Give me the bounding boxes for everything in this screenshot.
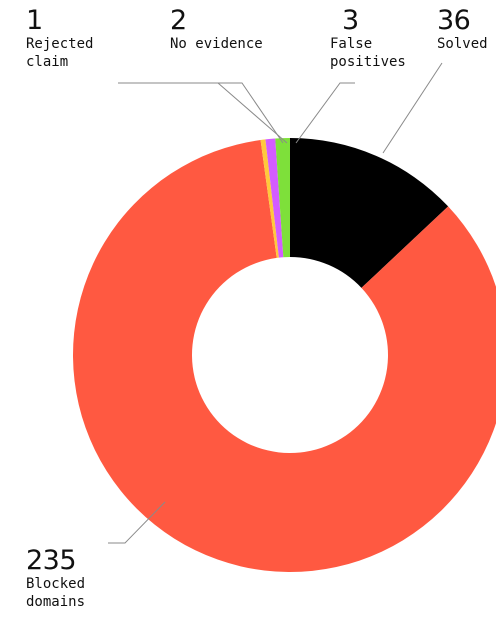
leader-rejected-claim	[118, 82, 284, 144]
leader-no-evidence	[181, 82, 288, 144]
slice-false-positives	[275, 138, 290, 258]
text-rejected-claim: Rejected claim	[26, 36, 94, 70]
value-no-evidence: 2	[170, 5, 187, 36]
slice-rejected-claim	[260, 139, 279, 258]
slice-blocked-domains	[73, 140, 496, 572]
label-blocked-domains: 235 Blocked domains	[26, 545, 86, 611]
leader-blocked-domains	[108, 501, 166, 544]
value-false-positives: 3	[342, 5, 359, 36]
value-blocked-domains: 235	[26, 545, 77, 576]
value-rejected-claim: 1	[26, 5, 43, 36]
value-solved: 36	[437, 5, 471, 36]
label-false-positives: 3 False positives	[330, 5, 406, 71]
text-solved: Solved	[437, 36, 488, 52]
text-no-evidence: No evidence	[170, 36, 263, 52]
label-solved: 36 Solved	[437, 5, 488, 53]
label-no-evidence: 2 No evidence	[170, 5, 263, 53]
leader-false-positives	[295, 82, 355, 144]
slice-solved	[290, 138, 449, 288]
leader-solved	[382, 62, 443, 154]
text-blocked-domains: Blocked domains	[26, 576, 86, 610]
label-rejected-claim: 1 Rejected claim	[26, 5, 94, 71]
text-false-positives: False positives	[330, 36, 406, 70]
slice-no-evidence	[265, 138, 284, 258]
